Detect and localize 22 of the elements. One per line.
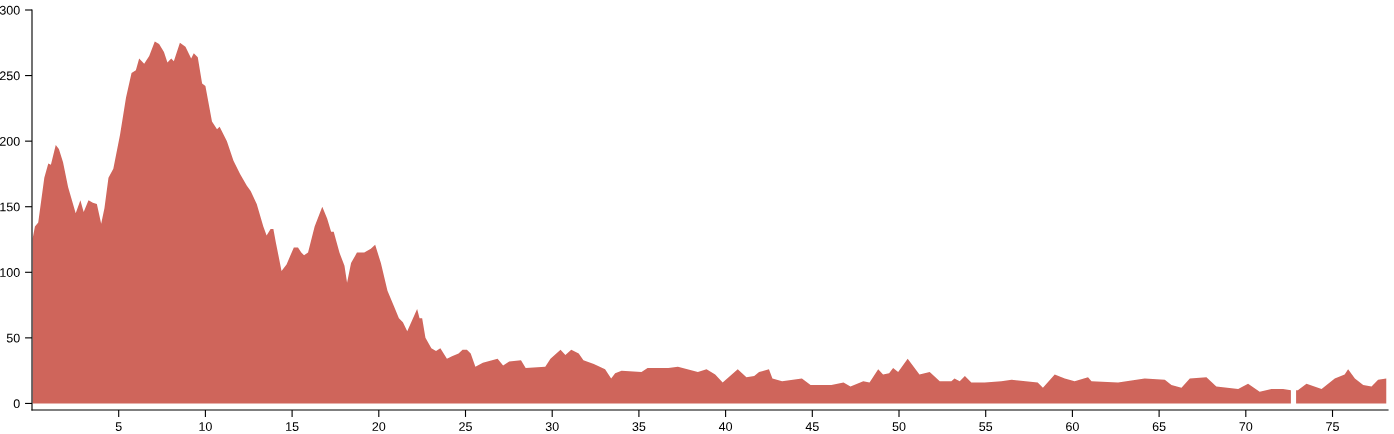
y-tick-label: 200	[0, 136, 20, 146]
x-tick-label: 65	[1152, 422, 1166, 431]
x-tick-label: 40	[718, 422, 733, 431]
x-tick-label: 25	[459, 422, 472, 431]
y-tick-label: 150	[0, 202, 20, 212]
x-tick-label: 45	[805, 422, 819, 431]
y-tick-label: 50	[6, 333, 20, 343]
x-tick-label: 15	[286, 422, 299, 431]
x-tick-label: 70	[1239, 422, 1253, 431]
x-tick-label: 5	[115, 422, 122, 431]
x-tick-label: 60	[1066, 422, 1079, 431]
y-tick-label: 100	[0, 268, 20, 277]
x-tick-label: 55	[979, 422, 993, 431]
x-tick-label: 75	[1326, 422, 1339, 431]
x-tick-label: 10	[199, 422, 212, 431]
x-tick-label: 35	[632, 422, 646, 431]
x-tick-label: 20	[372, 422, 386, 431]
y-tick-label: 300	[0, 5, 20, 15]
y-tick-label: 0	[13, 399, 20, 409]
x-tick-label: 50	[892, 422, 906, 431]
x-tick-label: 30	[545, 422, 559, 431]
y-tick-label: 250	[0, 71, 20, 81]
